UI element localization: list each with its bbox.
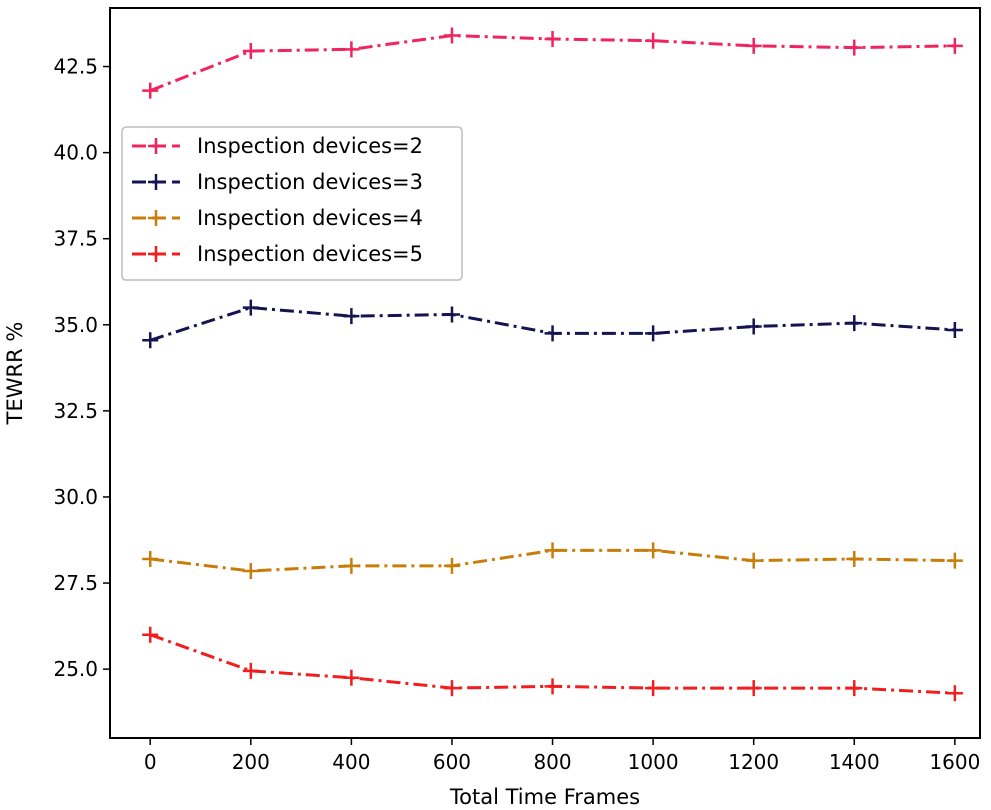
data-point	[645, 680, 662, 697]
data-point	[242, 562, 259, 579]
x-tick-label: 0	[144, 750, 157, 774]
legend-box	[121, 126, 463, 281]
x-tick-label: 1000	[628, 750, 679, 774]
legend-marker	[148, 210, 164, 226]
legend-item: Inspection devices=2	[132, 134, 423, 158]
data-point	[745, 552, 762, 569]
series-1	[142, 27, 963, 99]
data-point	[946, 685, 963, 702]
data-point	[846, 39, 863, 56]
x-tick-label: 1200	[728, 750, 779, 774]
data-point	[343, 308, 360, 325]
y-tick-label: 35.0	[53, 313, 98, 337]
series-4	[142, 626, 963, 702]
data-point	[946, 321, 963, 338]
y-tick-label: 42.5	[53, 55, 98, 79]
data-point	[242, 662, 259, 679]
data-point	[343, 41, 360, 58]
x-axis-label: Total Time Frames	[449, 785, 640, 809]
y-tick-label: 30.0	[53, 485, 98, 509]
x-tick-label: 800	[533, 750, 571, 774]
series-3	[142, 542, 963, 579]
axis-ticks: 0 200 400 600 800 1000 1200 1400 1600 25.0 27.5 30.…	[53, 55, 980, 774]
legend-item: Inspection devices=4	[132, 206, 423, 230]
x-tick-label: 600	[433, 750, 471, 774]
x-tick-label: 1600	[929, 750, 980, 774]
data-point	[242, 299, 259, 316]
legend-label: Inspection devices=5	[197, 242, 423, 266]
y-axis-label: TEWRR %	[3, 322, 27, 426]
data-point	[142, 550, 159, 567]
data-point	[846, 315, 863, 332]
data-point	[645, 32, 662, 49]
legend: Inspection devices=2 Inspection devices=3…	[121, 126, 463, 281]
legend-marker	[148, 138, 164, 154]
data-point	[745, 318, 762, 335]
data-point	[544, 678, 561, 695]
series-2	[142, 299, 963, 349]
plot-frame	[109, 7, 981, 739]
data-point	[443, 27, 460, 44]
legend-label: Inspection devices=2	[197, 134, 423, 158]
data-point	[544, 30, 561, 47]
data-point	[846, 680, 863, 697]
legend-item: Inspection devices=5	[132, 242, 423, 266]
legend-item: Inspection devices=3	[132, 170, 423, 194]
data-point	[142, 626, 159, 643]
y-tick-label: 40.0	[53, 141, 98, 165]
data-point	[142, 332, 159, 349]
data-point	[343, 557, 360, 574]
data-point	[745, 680, 762, 697]
data-point	[645, 325, 662, 342]
y-tick-label: 32.5	[53, 399, 98, 423]
x-tick-label: 400	[332, 750, 370, 774]
y-tick-label: 37.5	[53, 227, 98, 251]
data-point	[343, 669, 360, 686]
y-tick-label: 25.0	[53, 657, 98, 681]
data-point	[443, 680, 460, 697]
x-tick-label: 1400	[829, 750, 880, 774]
legend-label: Inspection devices=3	[197, 170, 423, 194]
x-tick-label: 200	[232, 750, 270, 774]
data-point	[946, 552, 963, 569]
data-point	[242, 43, 259, 60]
series-layer	[142, 27, 963, 702]
y-tick-label: 27.5	[53, 571, 98, 595]
data-point	[142, 82, 159, 99]
data-point	[846, 550, 863, 567]
legend-marker	[148, 246, 164, 262]
data-point	[645, 542, 662, 559]
data-point	[544, 542, 561, 559]
legend-marker	[148, 174, 164, 190]
data-point	[443, 306, 460, 323]
data-point	[946, 37, 963, 54]
data-point	[443, 557, 460, 574]
data-point	[544, 325, 561, 342]
legend-label: Inspection devices=4	[197, 206, 423, 230]
data-point	[745, 37, 762, 54]
